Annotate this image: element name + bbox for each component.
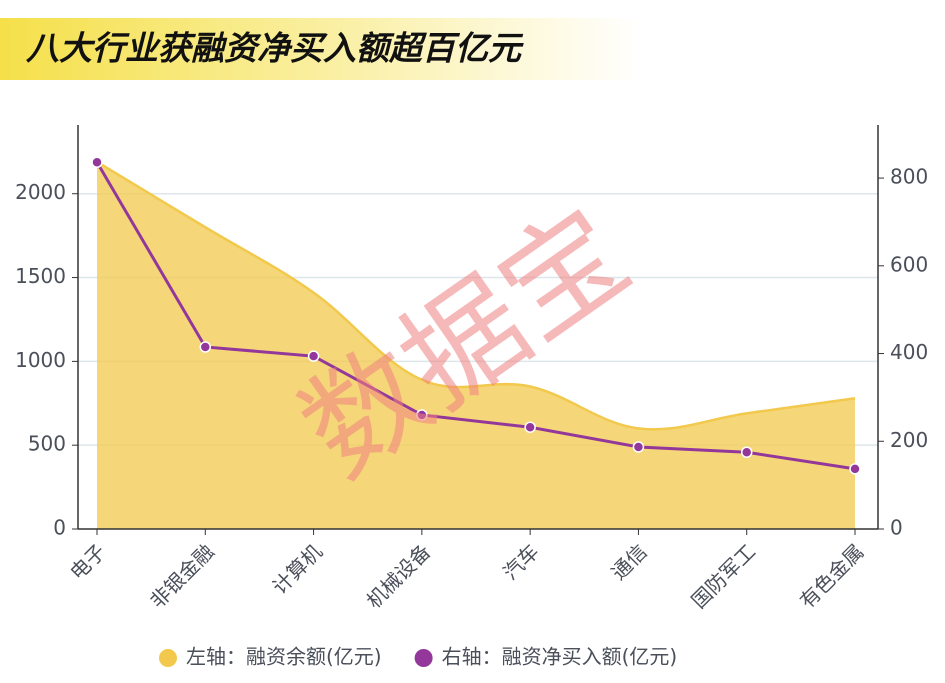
y2-tick-label: 0 [890, 516, 903, 540]
x-tick-label: 汽车 [498, 539, 543, 584]
line-point [199, 341, 212, 353]
x-tick-label: 机械设备 [362, 539, 436, 613]
y2-tick-label: 600 [890, 252, 928, 276]
x-tick-label: 有色金属 [795, 539, 869, 613]
legend-swatch [414, 649, 433, 667]
line [95, 161, 856, 471]
line-point [740, 446, 753, 458]
chart-title: 八大行业获融资净买入额超百亿元 [26, 29, 524, 68]
line-point [91, 156, 103, 169]
x-tick-label: 非银金融 [145, 539, 219, 613]
y2-tick-label: 800 [890, 165, 928, 189]
y-tick-label: 500 [28, 432, 66, 456]
y-tick-label: 1500 [15, 264, 66, 288]
x-tick-label: 通信 [607, 539, 652, 584]
area-edge [96, 160, 856, 431]
y-tick-label: 1000 [15, 348, 66, 372]
line-point [632, 441, 645, 453]
legend-label: 左轴：融资余额(亿元) [186, 645, 382, 669]
legend-label: 右轴：融资净买入额(亿元) [442, 645, 678, 669]
x-tick-label: 计算机 [268, 539, 327, 598]
y-tick-label: 0 [53, 516, 66, 540]
x-tick-label: 电子 [65, 539, 110, 584]
y2-tick-label: 200 [890, 428, 928, 452]
y2-tick-label: 400 [890, 340, 928, 364]
title-banner [0, 18, 640, 80]
legend-swatch [159, 649, 177, 667]
x-tick-label: 国防军工 [687, 539, 761, 613]
line-point [307, 350, 320, 362]
line-point [524, 421, 536, 433]
y-tick-label: 2000 [15, 180, 66, 204]
area [97, 161, 855, 529]
line-point [416, 409, 428, 421]
line-point [849, 463, 861, 475]
